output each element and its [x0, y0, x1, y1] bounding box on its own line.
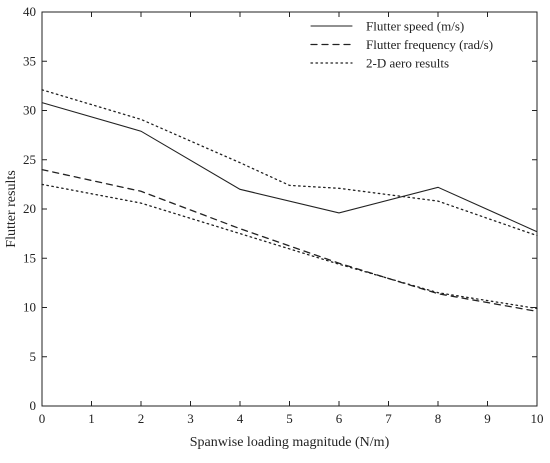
plot-area: [41, 11, 538, 407]
y-tick-label: 35: [23, 53, 36, 68]
x-tick-label: 5: [286, 411, 293, 426]
x-tick-label: 6: [336, 411, 343, 426]
x-axis-label: Spanwise loading magnitude (N/m): [190, 435, 390, 450]
series-layer: [41, 89, 538, 313]
series-line-2: [41, 89, 538, 237]
series-line-1: [41, 168, 538, 313]
y-tick-label: 20: [23, 201, 36, 216]
x-tick-label: 3: [187, 411, 194, 426]
series-line-0: [41, 102, 538, 233]
plot-border: [41, 11, 538, 407]
series-line-3: [41, 183, 538, 310]
y-axis: 0 5 10 15 20 25 30 35 40: [23, 4, 537, 413]
x-tick-label: 1: [88, 411, 95, 426]
x-tick-label: 4: [237, 411, 244, 426]
y-tick-label: 30: [23, 103, 36, 118]
x-tick-label: 0: [39, 411, 46, 426]
y-tick-label: 25: [23, 152, 36, 167]
x-tick-label: 10: [531, 411, 544, 426]
x-tick-label: 7: [385, 411, 392, 426]
legend-label-1: Flutter frequency (rad/s): [366, 37, 493, 52]
y-tick-label: 10: [23, 300, 36, 315]
x-tick-label: 8: [435, 411, 442, 426]
x-axis: 0 1 2 3 4 5 6 7 8 9 10: [39, 12, 544, 426]
y-tick-label: 5: [30, 349, 37, 364]
legend-label-2: 2-D aero results: [366, 56, 449, 71]
y-tick-label: 0: [30, 398, 37, 413]
y-tick-label: 15: [23, 250, 36, 265]
x-tick-label: 9: [484, 411, 491, 426]
y-tick-label: 40: [23, 4, 36, 19]
legend-label-0: Flutter speed (m/s): [366, 19, 464, 34]
x-tick-label: 2: [138, 411, 145, 426]
legend: Flutter speed (m/s) Flutter frequency (ra…: [310, 19, 493, 71]
y-axis-label: Flutter results: [4, 170, 19, 247]
